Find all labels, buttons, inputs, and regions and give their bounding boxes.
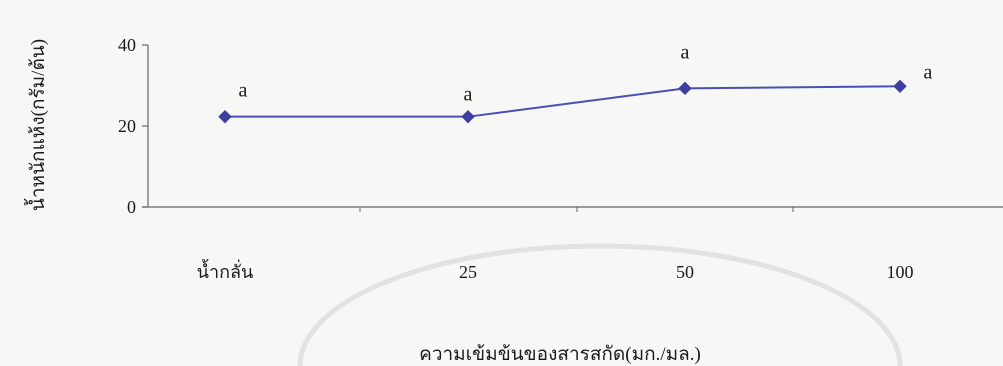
data-point-marker [218,109,232,124]
axes [142,45,1003,208]
y-tick-label: 40 [118,35,136,55]
significance-label: a [681,41,690,63]
y-axis-title: น้ำหนักแห้ง(กรัม/ต้น) [24,39,49,211]
data-point-marker [461,109,475,124]
significance-label: a [464,84,473,106]
significance-label: a [239,80,248,102]
x-tick-label: 100 [887,262,914,282]
y-axis-ticks: 0 20 40 [118,35,148,217]
x-axis-ticks: น้ำกลั่น 25 50 100 [197,207,914,282]
significance-labels: a a a a [239,41,933,105]
data-point-marker [893,79,907,94]
x-axis-title: ความเข้มข้นของสารสกัด(มก./มล.) [419,344,701,365]
watermark-arc [297,243,903,366]
y-tick-label: 20 [118,116,136,136]
data-point-marker [678,81,692,96]
significance-label: a [924,61,933,83]
x-tick-label: 50 [676,262,694,282]
y-tick-label: 0 [127,197,136,217]
series-line [225,85,901,118]
data-points [218,79,907,124]
series-polyline [225,85,901,118]
x-tick-label: 25 [459,262,477,282]
x-tick-label: น้ำกลั่น [197,259,254,282]
